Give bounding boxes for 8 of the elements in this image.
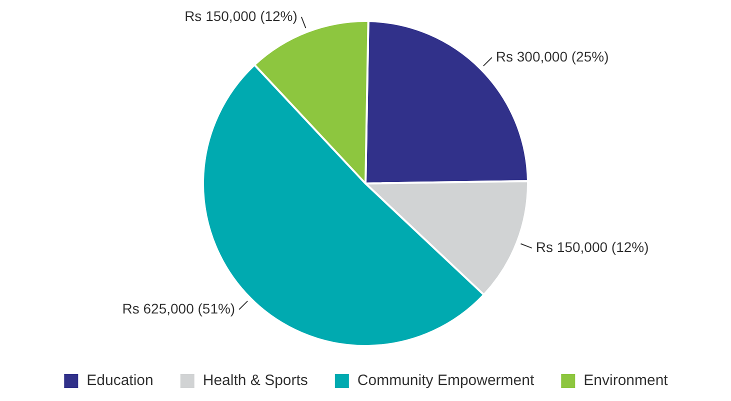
- legend-label: Environment: [584, 372, 669, 390]
- legend-label: Health & Sports: [202, 372, 308, 390]
- data-label: Rs 150,000 (12%): [536, 238, 649, 255]
- legend-label: Community Empowerment: [357, 372, 535, 390]
- data-label: Rs 300,000 (25%): [496, 48, 609, 64]
- data-label: Rs 150,000 (12%): [184, 8, 298, 24]
- legend-label: Education: [86, 372, 154, 390]
- data-label: Rs 625,000 (51%): [122, 300, 236, 316]
